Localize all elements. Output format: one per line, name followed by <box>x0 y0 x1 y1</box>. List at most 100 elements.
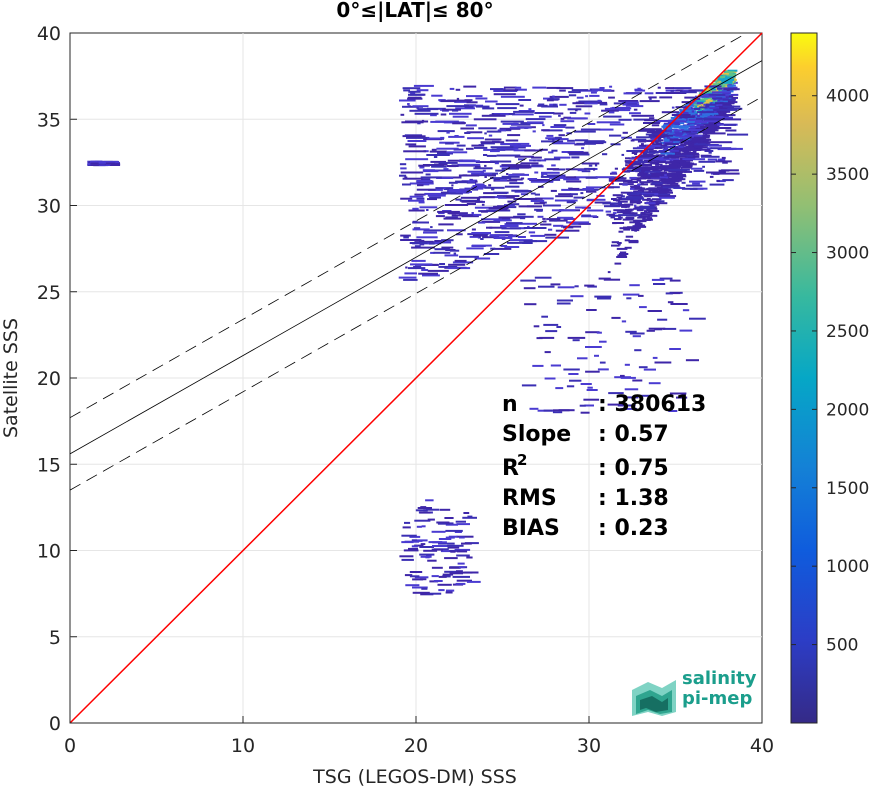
density-mark <box>640 215 648 218</box>
density-mark <box>529 179 550 181</box>
density-mark <box>722 105 741 108</box>
density-mark <box>669 292 681 295</box>
density-mark <box>644 210 648 213</box>
density-mark <box>580 411 590 414</box>
density-mark <box>623 92 642 95</box>
density-mark <box>716 172 740 175</box>
stat-row: BIAS: 0.23 <box>502 516 669 541</box>
density-mark <box>464 105 474 108</box>
density-mark <box>481 210 488 213</box>
density-mark <box>417 122 421 125</box>
stat-value: : 1.38 <box>598 486 669 511</box>
density-mark <box>569 222 579 225</box>
density-mark <box>504 204 509 207</box>
density-mark <box>453 252 457 255</box>
density-mark <box>541 129 550 132</box>
density-mark <box>551 149 558 152</box>
density-mark <box>659 96 673 99</box>
density-mark <box>534 171 539 174</box>
density-mark <box>454 548 471 551</box>
density-mark <box>566 221 589 224</box>
density-mark <box>399 99 416 102</box>
density-mark <box>499 165 512 168</box>
density-mark <box>508 165 526 168</box>
density-mark <box>620 374 625 377</box>
y-tick-label: 30 <box>37 196 61 218</box>
density-mark <box>632 138 647 141</box>
density-mark <box>637 140 647 143</box>
density-mark <box>669 149 679 152</box>
density-mark <box>523 227 547 229</box>
density-mark <box>679 161 691 164</box>
density-mark <box>725 95 734 98</box>
density-mark <box>694 89 704 92</box>
density-mark <box>689 145 693 148</box>
density-mark <box>669 279 681 282</box>
density-mark <box>520 177 525 180</box>
density-mark <box>673 133 683 136</box>
density-mark <box>611 198 617 200</box>
density-mark <box>716 179 720 182</box>
density-mark <box>706 105 715 108</box>
density-mark <box>512 142 530 145</box>
density-mark <box>441 192 456 195</box>
density-mark <box>718 158 726 161</box>
density-mark <box>634 349 642 352</box>
density-mark <box>452 115 469 118</box>
density-mark <box>651 193 671 196</box>
density-mark <box>438 538 452 540</box>
density-mark <box>688 122 692 125</box>
density-mark <box>717 116 733 119</box>
density-mark <box>664 174 667 177</box>
density-mark <box>677 132 684 135</box>
density-mark <box>577 169 585 172</box>
density-mark <box>639 181 651 184</box>
density-mark <box>673 144 676 147</box>
density-mark <box>466 247 484 250</box>
density-mark <box>692 115 701 118</box>
density-mark <box>617 200 628 203</box>
density-mark <box>425 499 434 502</box>
density-mark <box>543 129 563 132</box>
density-mark <box>663 157 670 159</box>
density-mark <box>404 176 408 179</box>
density-mark <box>633 198 639 201</box>
density-mark <box>640 175 651 178</box>
density-mark <box>512 113 534 116</box>
density-mark <box>621 205 627 208</box>
density-mark <box>626 160 647 163</box>
density-mark <box>651 278 665 281</box>
x-tick-label: 30 <box>577 735 601 757</box>
density-mark <box>644 195 653 198</box>
density-mark <box>613 209 625 212</box>
density-mark <box>530 234 545 237</box>
density-mark <box>545 330 558 333</box>
density-mark <box>663 147 668 150</box>
density-mark <box>482 107 495 110</box>
density-mark <box>471 186 492 189</box>
density-mark <box>701 90 710 93</box>
density-mark <box>707 116 724 119</box>
density-mark <box>484 176 487 178</box>
density-mark <box>474 257 491 260</box>
density-mark <box>473 167 493 170</box>
density-mark <box>551 164 556 167</box>
density-mark <box>605 210 612 213</box>
density-mark <box>430 226 433 229</box>
density-mark <box>507 200 517 203</box>
density-mark <box>437 210 460 213</box>
density-mark <box>686 104 697 106</box>
density-mark <box>660 158 680 161</box>
density-mark <box>558 134 565 137</box>
density-mark <box>722 161 728 164</box>
density-mark <box>679 135 694 138</box>
colorbar-tick-label: 500 <box>826 636 858 656</box>
density-mark <box>633 108 638 111</box>
density-mark <box>493 247 512 250</box>
density-mark <box>418 272 438 275</box>
density-mark <box>644 119 658 122</box>
density-mark <box>490 177 512 180</box>
density-mark <box>404 272 417 275</box>
y-tick-label: 10 <box>37 541 61 563</box>
density-mark <box>694 107 701 110</box>
